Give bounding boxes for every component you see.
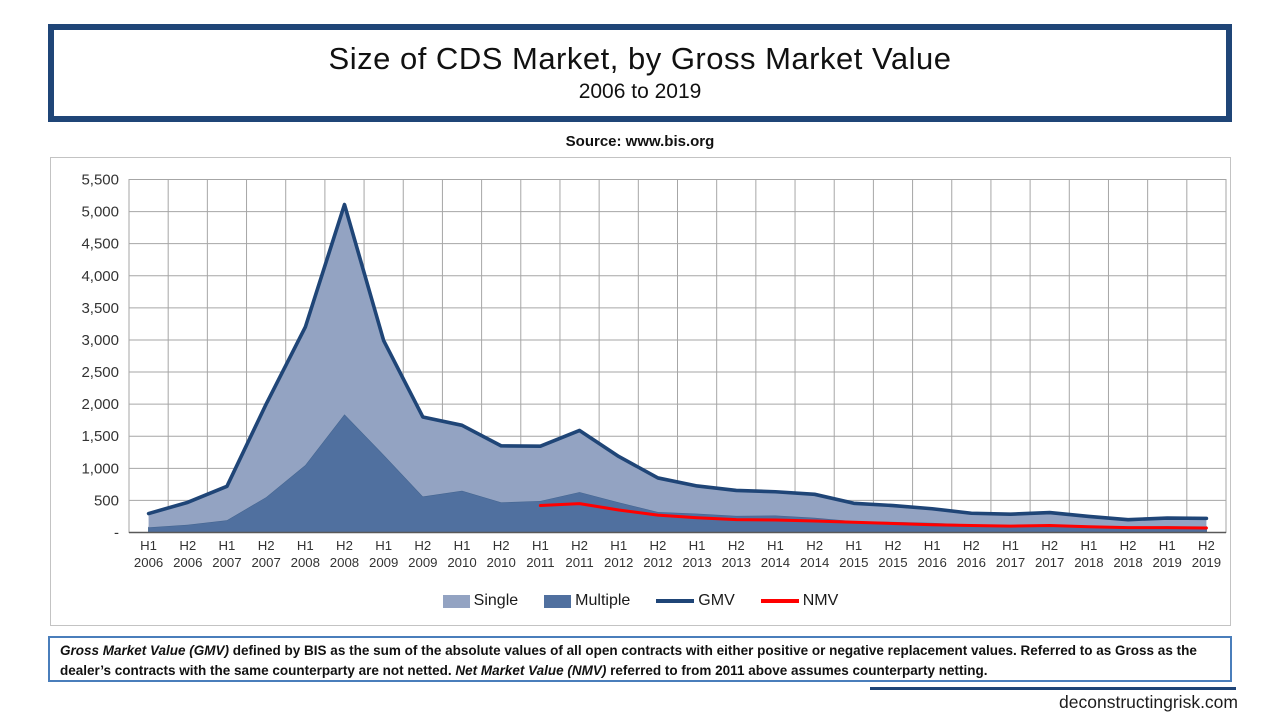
svg-text:H1: H1 (689, 538, 706, 553)
svg-text:H1: H1 (140, 538, 157, 553)
svg-text:2011: 2011 (565, 555, 593, 570)
legend-label-single: Single (473, 592, 519, 609)
footnote-box: Gross Market Value (GMV) defined by BIS … (48, 636, 1232, 682)
svg-text:2012: 2012 (643, 555, 672, 570)
svg-text:H1: H1 (1002, 538, 1019, 553)
svg-text:H1: H1 (532, 538, 549, 553)
nmv-line-swatch-icon (760, 599, 799, 603)
legend-label-multiple: Multiple (575, 592, 631, 609)
svg-text:2006: 2006 (173, 555, 202, 570)
svg-text:H1: H1 (845, 538, 862, 553)
svg-text:H1: H1 (610, 538, 627, 553)
svg-text:H2: H2 (336, 538, 353, 553)
chart-title: Size of CDS Market, by Gross Market Valu… (328, 41, 952, 76)
svg-text:2019: 2019 (1192, 555, 1221, 570)
svg-text:1,500: 1,500 (81, 428, 119, 445)
svg-text:H1: H1 (219, 538, 236, 553)
svg-text:-: - (114, 525, 119, 542)
svg-text:H2: H2 (571, 538, 588, 553)
svg-text:2010: 2010 (487, 555, 516, 570)
svg-text:2008: 2008 (291, 555, 320, 570)
svg-text:500: 500 (94, 492, 119, 509)
svg-text:2019: 2019 (1153, 555, 1182, 570)
svg-text:H2: H2 (179, 538, 196, 553)
svg-text:2009: 2009 (408, 555, 437, 570)
svg-text:H1: H1 (375, 538, 392, 553)
svg-text:2014: 2014 (800, 555, 829, 570)
gmv-line-swatch-icon (656, 599, 695, 603)
svg-text:2014: 2014 (761, 555, 790, 570)
source-label: Source: www.bis.org (565, 133, 715, 150)
svg-text:2008: 2008 (330, 555, 359, 570)
legend-item-multiple: Multiple (544, 592, 630, 610)
svg-text:2013: 2013 (682, 555, 711, 570)
svg-text:H2: H2 (728, 538, 745, 553)
svg-text:2012: 2012 (604, 555, 633, 570)
svg-text:2009: 2009 (369, 555, 398, 570)
legend-label-gmv: GMV (698, 592, 735, 609)
svg-text:5,000: 5,000 (81, 204, 119, 221)
svg-text:2018: 2018 (1113, 555, 1142, 570)
svg-text:3,500: 3,500 (81, 300, 119, 317)
svg-text:H2: H2 (963, 538, 980, 553)
svg-text:2013: 2013 (722, 555, 751, 570)
legend-item-single: Single (442, 592, 519, 610)
svg-text:2,000: 2,000 (81, 396, 119, 413)
svg-text:2007: 2007 (212, 555, 241, 570)
svg-text:H2: H2 (414, 538, 431, 553)
legend-item-nmv: NMV (760, 592, 839, 610)
svg-text:2016: 2016 (917, 555, 946, 570)
legend-item-gmv: GMV (656, 592, 735, 610)
svg-text:2,500: 2,500 (81, 364, 119, 381)
svg-text:H1: H1 (1159, 538, 1176, 553)
svg-text:2010: 2010 (447, 555, 476, 570)
chart-subtitle: 2006 to 2019 (578, 79, 702, 103)
svg-text:2016: 2016 (957, 555, 986, 570)
svg-text:H2: H2 (806, 538, 823, 553)
single-area-swatch-icon (442, 594, 470, 608)
svg-text:4,000: 4,000 (81, 268, 119, 285)
svg-text:H2: H2 (885, 538, 902, 553)
svg-text:4,500: 4,500 (81, 236, 119, 253)
svg-text:2015: 2015 (839, 555, 868, 570)
svg-text:H1: H1 (924, 538, 941, 553)
svg-text:H1: H1 (767, 538, 784, 553)
svg-text:H2: H2 (258, 538, 275, 553)
svg-text:2017: 2017 (1035, 555, 1064, 570)
svg-text:2007: 2007 (251, 555, 280, 570)
chart-container: - 500 1,000 1,500 2,000 2,500 3,000 3,500 4,000 4… (50, 157, 1231, 626)
svg-text:H1: H1 (1080, 538, 1097, 553)
svg-text:1,000: 1,000 (81, 460, 119, 477)
website-label: deconstructingrisk.com (1059, 692, 1238, 712)
svg-text:2017: 2017 (996, 555, 1025, 570)
chart-title-box: Size of CDS Market, by Gross Market Valu… (48, 24, 1232, 122)
cds-chart-svg: - 500 1,000 1,500 2,000 2,500 3,000 3,500 4,000 4… (81, 172, 1227, 570)
svg-text:H1: H1 (454, 538, 471, 553)
chart-legend: Single Multiple GMV NMV (51, 588, 1230, 614)
svg-text:2011: 2011 (526, 555, 554, 570)
svg-text:H2: H2 (1120, 538, 1137, 553)
svg-text:H2: H2 (1041, 538, 1058, 553)
svg-text:2015: 2015 (878, 555, 907, 570)
multiple-area-swatch-icon (544, 594, 572, 608)
svg-text:H2: H2 (493, 538, 510, 553)
svg-text:2006: 2006 (134, 555, 163, 570)
svg-text:2018: 2018 (1074, 555, 1103, 570)
footnote-text: Gross Market Value (GMV) defined by BIS … (60, 643, 1197, 678)
svg-text:H1: H1 (297, 538, 314, 553)
svg-text:5,500: 5,500 (81, 172, 119, 189)
svg-text:3,000: 3,000 (81, 332, 119, 349)
legend-label-nmv: NMV (802, 592, 839, 609)
svg-text:H2: H2 (649, 538, 666, 553)
footer-divider-line (870, 687, 1236, 690)
svg-text:H2: H2 (1198, 538, 1215, 553)
